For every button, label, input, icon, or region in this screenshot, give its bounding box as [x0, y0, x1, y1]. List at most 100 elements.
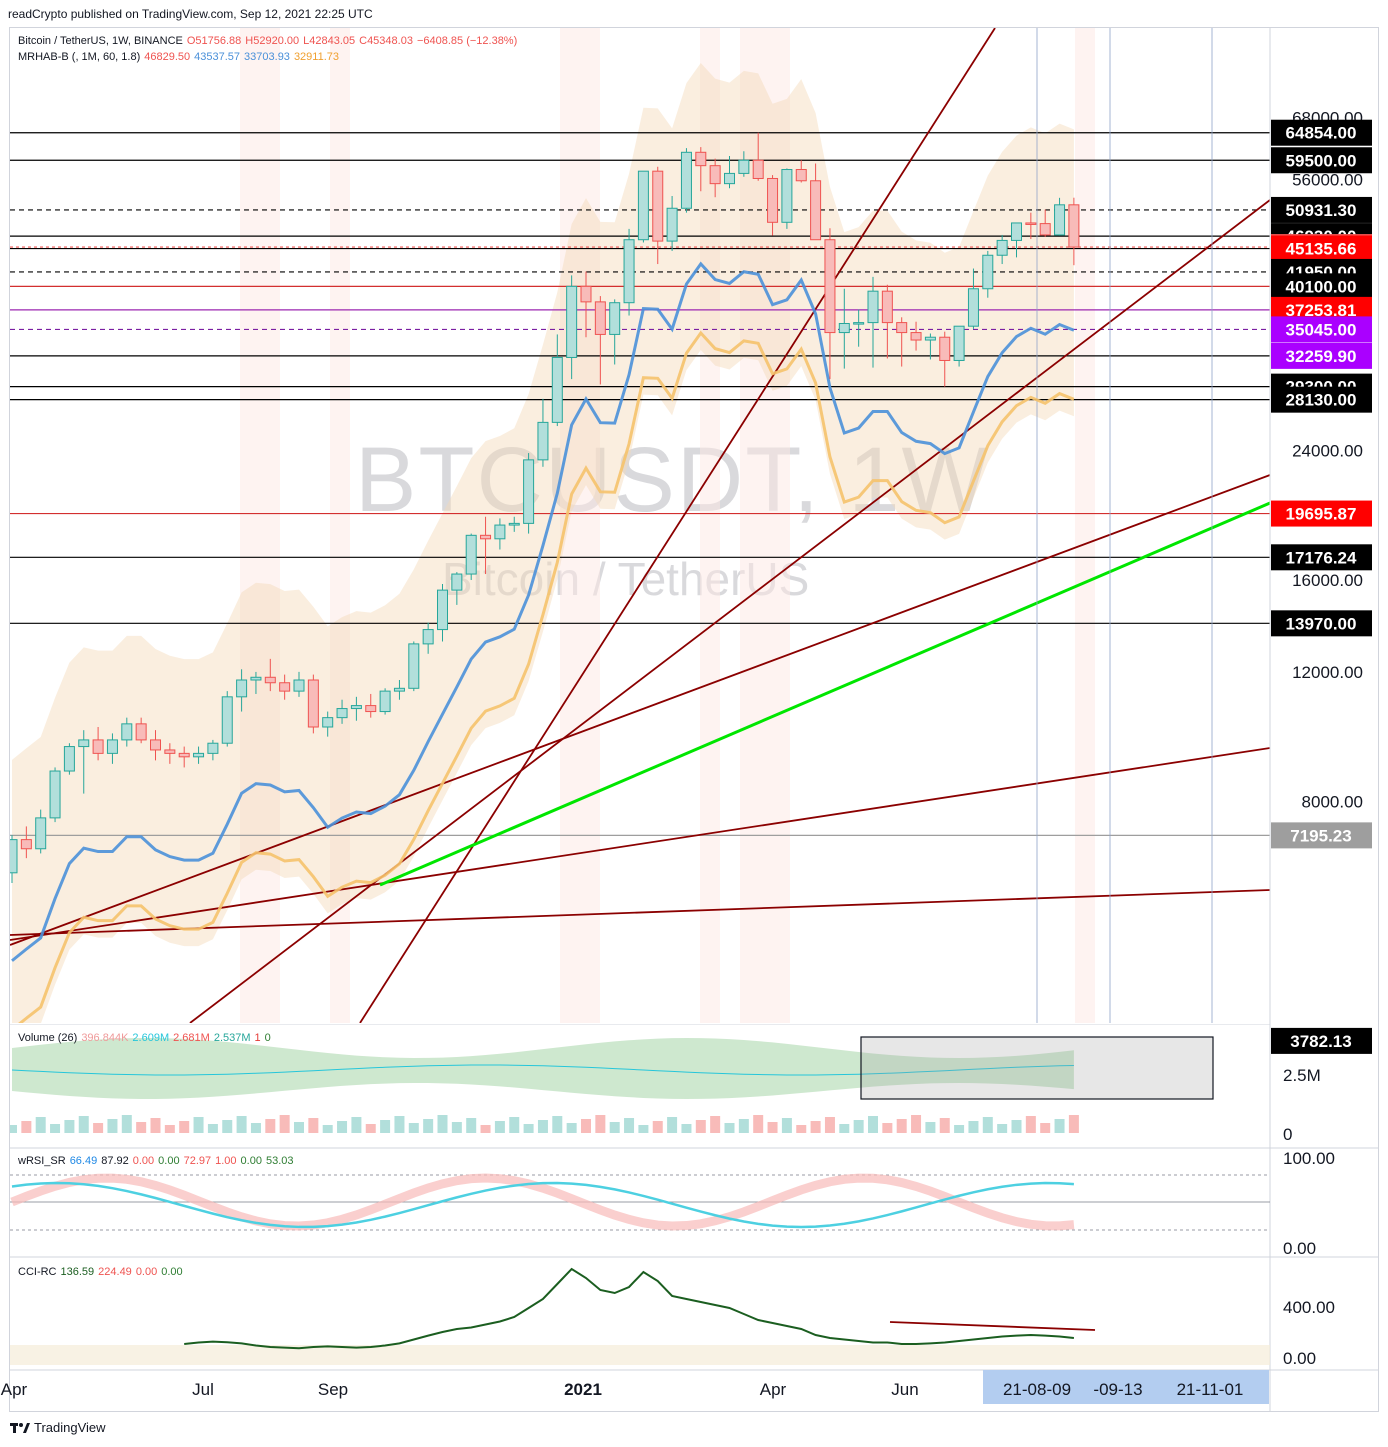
price-level-label: 28130.00 — [1286, 391, 1357, 410]
candle-body — [322, 717, 334, 728]
volume-bar — [738, 1119, 749, 1133]
volume-bar — [250, 1123, 261, 1133]
candle-body — [824, 239, 836, 334]
main-legend-item: O51756.88 — [186, 35, 242, 47]
candle-body — [881, 290, 893, 324]
candle-body — [666, 207, 678, 242]
candle-body — [810, 180, 822, 241]
volume-bar — [1054, 1119, 1065, 1133]
candle-body — [207, 742, 219, 754]
rsi-band — [10, 1173, 1075, 1231]
cci-axis-tick: 400.00 — [1283, 1298, 1335, 1317]
candle-body — [1039, 223, 1051, 236]
price-axis-tick: 56000.00 — [1292, 171, 1363, 190]
volume-bar — [624, 1118, 635, 1133]
candle-body — [78, 739, 90, 748]
price-level-label: 32259.90 — [1286, 347, 1357, 366]
volume-bar — [1068, 1115, 1079, 1133]
price-level-label: 45135.66 — [1286, 240, 1357, 259]
price-level-badge — [1271, 119, 1372, 146]
yellow-ma-line — [18, 330, 1075, 1023]
candle-body — [1025, 222, 1037, 225]
volume-bar — [824, 1117, 835, 1133]
candle-body — [680, 151, 692, 209]
volume-bar — [50, 1124, 61, 1133]
cci-line — [184, 1267, 1075, 1350]
mrhab-legend-item: 43537.57 — [194, 51, 241, 63]
volume-band — [12, 1038, 1074, 1099]
price-level-label: 40100.00 — [1286, 277, 1357, 296]
volume-bar — [552, 1116, 563, 1133]
volume-bar — [236, 1116, 247, 1133]
candle-body — [551, 356, 563, 423]
rsi-line — [11, 1181, 1074, 1229]
time-axis-label: Apr — [1, 1380, 28, 1399]
candle-body — [910, 332, 922, 341]
volume-bar — [1040, 1123, 1051, 1133]
volume-bar — [150, 1118, 161, 1133]
candle-body — [767, 177, 779, 223]
volume-bar — [337, 1121, 348, 1133]
trend-line — [379, 501, 1270, 887]
candle-body — [279, 682, 291, 692]
main-legend-item: −6408.85 (−12.38%) — [416, 35, 518, 47]
candle-body — [508, 522, 520, 526]
candle-body — [20, 839, 32, 850]
price-level-label: 3782.13 — [1290, 1032, 1351, 1051]
candle-body — [465, 534, 477, 575]
footer-brand[interactable]: TradingView — [10, 1420, 106, 1435]
price-level-badge — [1271, 386, 1372, 413]
volume-legend-item: 0 — [264, 1032, 271, 1044]
cci-legend-item: 224.49 — [98, 1266, 132, 1278]
volume-bar — [394, 1116, 405, 1133]
background-band — [330, 28, 350, 1023]
candle-body — [924, 336, 936, 341]
price-level-badge — [1271, 342, 1372, 369]
volume-bar — [10, 1125, 17, 1133]
background-band — [1075, 28, 1095, 1023]
volume-bar — [581, 1119, 591, 1133]
candle-body — [996, 239, 1008, 256]
candle-body — [92, 739, 104, 754]
cci-legend-item: 0.00 — [161, 1266, 183, 1278]
volume-legend-item: Volume (26) — [18, 1032, 78, 1044]
wrsi-legend-item: 72.97 — [183, 1155, 212, 1167]
volume-bar — [925, 1122, 936, 1133]
volume-bar — [423, 1119, 434, 1133]
volume-bar — [667, 1117, 678, 1133]
candle-body — [437, 589, 448, 631]
volume-bar — [322, 1125, 333, 1133]
volume-bar — [35, 1117, 46, 1133]
price-level-badge — [1271, 610, 1372, 637]
volume-bar — [351, 1117, 362, 1133]
volume-bar — [509, 1117, 520, 1133]
mrhab-legend-item: 33703.93 — [244, 51, 290, 63]
volume-bar — [121, 1115, 132, 1133]
volume-bar — [480, 1125, 491, 1133]
volume-bar — [164, 1125, 175, 1133]
volume-bar — [107, 1119, 118, 1133]
price-level-label: 37253.81 — [1286, 301, 1357, 320]
volume-bar — [437, 1115, 448, 1133]
candle-body — [1054, 204, 1066, 236]
candle-body — [523, 459, 535, 524]
time-range-highlight — [983, 1370, 1269, 1404]
candle-body — [738, 159, 750, 174]
time-axis-label: Jun — [891, 1380, 918, 1399]
volume-highlight-box — [860, 1036, 1214, 1100]
volume-legend-item: 396.844K — [81, 1032, 129, 1044]
volume-axis-tick: 2.5M — [1283, 1066, 1321, 1085]
background-band — [700, 28, 720, 1023]
volume-bar — [408, 1123, 419, 1133]
price-level-badge — [1271, 500, 1372, 527]
volume-bar — [595, 1115, 606, 1133]
volume-bar — [279, 1115, 290, 1133]
price-level-label: 64854.00 — [1286, 124, 1357, 143]
volume-legend-item: 2.681M — [173, 1032, 210, 1044]
time-range-label: -09-13 — [1093, 1380, 1142, 1399]
volume-bar — [724, 1123, 735, 1133]
candle-body — [451, 573, 463, 591]
candle-body — [637, 170, 649, 241]
candle-body — [150, 739, 161, 751]
